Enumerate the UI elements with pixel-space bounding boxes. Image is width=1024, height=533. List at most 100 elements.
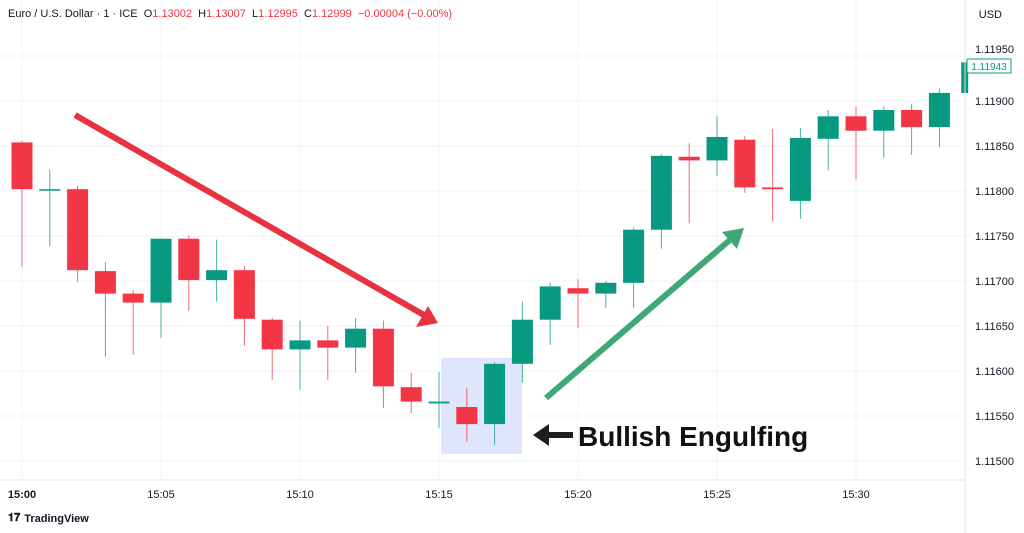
candle-body xyxy=(901,110,923,128)
candle-body xyxy=(539,286,561,320)
candle-body xyxy=(94,271,116,294)
candle-15:12 xyxy=(345,317,367,373)
price-tick-label: 1.11650 xyxy=(975,321,1014,333)
candle-body xyxy=(928,92,950,128)
candle-15:03 xyxy=(94,262,116,357)
candle-body xyxy=(873,110,895,131)
open-label: O xyxy=(143,8,153,20)
candle-body xyxy=(762,187,784,190)
pointer-arrow-icon xyxy=(533,424,573,446)
candle-body xyxy=(233,270,255,319)
low-value: 1.12995 xyxy=(258,8,298,20)
time-tick-label: 15:20 xyxy=(564,489,592,501)
candle-body xyxy=(122,293,144,303)
candle-15:15 xyxy=(428,371,450,428)
candle-15:06 xyxy=(178,235,200,311)
price-tick-label: 1.11850 xyxy=(975,141,1014,153)
price-tick-label: 1.11600 xyxy=(975,366,1014,378)
candle-body xyxy=(623,229,645,283)
candle-15:00 xyxy=(11,140,33,267)
candle-15:18 xyxy=(511,301,533,383)
candle-15:21 xyxy=(595,281,617,308)
candles xyxy=(11,62,969,445)
candle-15:28 xyxy=(789,128,811,219)
candle-body xyxy=(678,156,700,161)
price-tick-label: 1.11950 xyxy=(975,44,1014,56)
candle-body xyxy=(372,328,394,387)
close-value: 1.12999 xyxy=(311,8,352,20)
time-tick-label: 15:10 xyxy=(286,489,314,501)
candle-body xyxy=(789,137,811,201)
candle-body xyxy=(817,116,839,139)
high-label: H xyxy=(198,8,207,20)
change-value: −0.00004 (−0.00%) xyxy=(357,8,453,20)
high-value: 1.13007 xyxy=(206,8,246,20)
candle-body xyxy=(317,340,339,348)
time-axis[interactable]: 15:00 15:05 15:10 15:15 15:20 15:25 15:30 xyxy=(8,489,870,501)
open-value: 1.13002 xyxy=(152,8,193,20)
candle-15:14 xyxy=(400,372,422,414)
candle-body xyxy=(289,340,311,350)
tradingview-brand: TradingView xyxy=(24,512,89,525)
candle-15:20 xyxy=(567,279,589,328)
candle-15:23 xyxy=(650,154,672,249)
candle-15:24 xyxy=(678,143,700,224)
candle-body xyxy=(484,363,506,425)
candle-15:02 xyxy=(67,185,89,282)
price-tick-label: 1.11900 xyxy=(975,96,1014,108)
time-tick-label: 15:25 xyxy=(703,489,731,501)
candle-body xyxy=(567,288,589,294)
candle-15:16 xyxy=(456,388,478,443)
candle-body xyxy=(650,155,672,230)
close-label: C xyxy=(304,8,312,20)
candle-15:10 xyxy=(289,320,311,390)
candle-body xyxy=(845,116,867,131)
time-tick-label: 15:05 xyxy=(147,489,175,501)
candle-15:30 xyxy=(845,106,867,180)
engulfing-highlight-box xyxy=(441,358,522,454)
candle-body xyxy=(39,189,61,191)
last-price-value: 1.11943 xyxy=(971,62,1007,73)
time-tick-label: 15:30 xyxy=(842,489,870,501)
candle-body xyxy=(734,139,756,188)
candle-body xyxy=(67,189,89,271)
price-tick-label: 1.11550 xyxy=(975,411,1014,423)
candle-15:25 xyxy=(706,116,728,176)
candle-15:32 xyxy=(901,103,923,155)
candle-body xyxy=(11,142,33,190)
low-label: L xyxy=(252,8,259,20)
candle-15:33 xyxy=(928,88,950,147)
candle-body xyxy=(456,407,478,425)
candle-body xyxy=(595,282,617,294)
price-tick-label: 1.11500 xyxy=(975,456,1014,468)
candle-15:17 xyxy=(484,362,506,445)
time-tick-label: 15:15 xyxy=(425,489,453,501)
candle-15:01 xyxy=(39,169,61,246)
candle-15:05 xyxy=(150,238,172,338)
uptrend-arrow xyxy=(544,228,744,401)
currency-button[interactable]: USD xyxy=(978,9,1002,21)
last-price-tag: 1.11943 xyxy=(966,58,1012,74)
candle-15:07 xyxy=(206,239,228,302)
candle-body xyxy=(261,319,283,350)
price-tick-label: 1.11750 xyxy=(975,231,1014,243)
candle-15:31 xyxy=(873,106,895,158)
candle-15:04 xyxy=(122,290,144,355)
price-axis[interactable]: 1.11950 1.11900 1.11850 1.11800 1.11750 1.117… xyxy=(975,44,1014,468)
downtrend-arrow xyxy=(73,112,438,327)
candle-15:13 xyxy=(372,320,394,408)
price-tick-label: 1.11700 xyxy=(975,276,1014,288)
candle-15:09 xyxy=(261,317,283,380)
candle-15:26 xyxy=(734,136,756,193)
price-tick-label: 1.11800 xyxy=(975,186,1014,198)
symbol-legend: Euro / U.S. Dollar · 1 · ICE O1.13002 H1… xyxy=(8,8,452,20)
time-tick-label: 15:00 xyxy=(8,489,36,501)
candle-body xyxy=(400,387,422,402)
tradingview-logo[interactable]: 𝟏𝟕 TradingView xyxy=(8,512,89,525)
candle-body xyxy=(428,401,450,404)
candle-body xyxy=(511,319,533,364)
candle-body xyxy=(178,238,200,281)
candle-body xyxy=(206,270,228,281)
candle-15:27 xyxy=(762,128,784,222)
